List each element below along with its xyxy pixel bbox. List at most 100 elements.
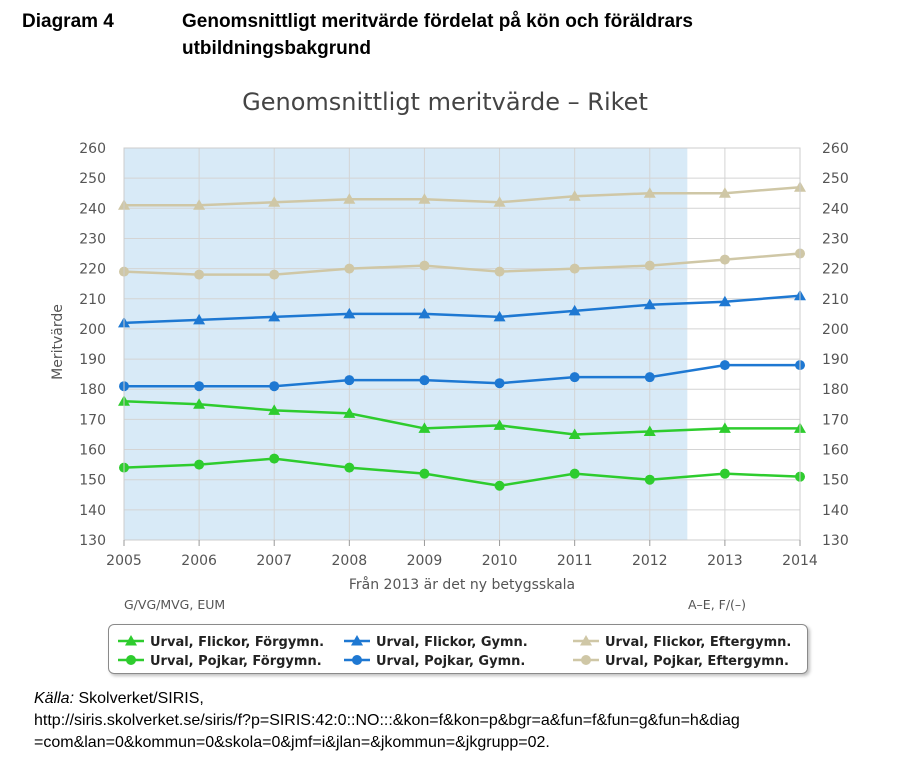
- source-url-line-2: =com&lan=0&kommun=0&skola=0&jmf=i&jlan=&…: [34, 734, 550, 751]
- y-tick-label-right: 230: [822, 231, 849, 247]
- data-point-s4: [644, 372, 655, 383]
- data-point-s5: [193, 199, 206, 210]
- x-tick-label: 2011: [557, 553, 593, 569]
- series-line-3: [123, 294, 801, 325]
- y-tick-label-left: 190: [79, 352, 106, 368]
- data-point-s2: [419, 468, 430, 479]
- y-tick-label-right: 170: [822, 412, 849, 428]
- x-tick-label: 2013: [707, 553, 743, 569]
- x-tick-label: 2005: [106, 553, 142, 569]
- legend-marker: [126, 655, 136, 665]
- data-point-s5: [718, 187, 731, 198]
- x-tick-label: 2010: [482, 553, 518, 569]
- legend-item-1: Urval, Flickor, Förgymn.: [118, 635, 324, 650]
- line-chart: 130 130 140 140 150 150 160 160 170 170 180 180 190 1…: [50, 88, 849, 669]
- series-line-2: [123, 457, 801, 487]
- y-tick-label-left: 210: [79, 292, 106, 308]
- y-tick-label-right: 190: [822, 352, 849, 368]
- data-point-s6: [644, 260, 655, 271]
- x-tick-label: 2014: [782, 553, 818, 569]
- data-point-s2: [269, 453, 280, 464]
- data-point-s5: [643, 187, 656, 198]
- y-tick-label-left: 220: [79, 262, 106, 278]
- y-tick-label-left: 200: [79, 322, 106, 338]
- y-tick-label-right: 150: [822, 473, 849, 489]
- y-tick-label-right: 140: [822, 503, 849, 519]
- data-point-s6: [719, 254, 730, 265]
- data-point-s2: [569, 468, 580, 479]
- data-point-s4: [569, 372, 580, 383]
- data-point-s5: [268, 196, 281, 207]
- data-point-s1: [268, 404, 281, 415]
- legend-label: Urval, Flickor, Förgymn.: [150, 635, 324, 650]
- legend-marker: [351, 635, 363, 646]
- data-point-s6: [494, 266, 505, 277]
- source-note: Källa: Skolverket/SIRIS, http://siris.sk…: [34, 688, 904, 754]
- y-tick-label-left: 260: [79, 141, 106, 157]
- data-point-s6: [344, 263, 355, 274]
- y-tick-label-right: 200: [822, 322, 849, 338]
- series-line-1: [123, 400, 800, 436]
- data-point-s4: [719, 360, 730, 371]
- y-tick-label-left: 130: [79, 533, 106, 549]
- series-line-6: [123, 252, 801, 276]
- legend-box: [108, 624, 808, 674]
- data-point-s1: [643, 425, 656, 436]
- data-point-s4: [419, 375, 430, 386]
- y-tick-label-right: 210: [822, 292, 849, 308]
- data-point-s5: [493, 196, 506, 207]
- y-tick-label-left: 150: [79, 473, 106, 489]
- data-point-s2: [644, 474, 655, 485]
- chart-title: Genomsnittligt meritvärde – Riket: [242, 88, 648, 116]
- y-tick-label-right: 240: [822, 201, 849, 217]
- data-point-s3: [718, 295, 731, 307]
- legend-label: Urval, Pojkar, Gymn.: [376, 654, 525, 669]
- y-tick-label-right: 260: [822, 141, 849, 157]
- data-point-s3: [418, 307, 431, 319]
- y-tick-label-right: 160: [822, 443, 849, 459]
- data-point-s6: [269, 269, 280, 280]
- series-line-4: [124, 363, 800, 388]
- data-point-s1: [418, 422, 431, 433]
- data-point-s1: [343, 407, 356, 418]
- data-point-s6: [419, 260, 430, 271]
- legend-label: Urval, Flickor, Gymn.: [376, 635, 528, 650]
- legend-marker: [581, 655, 591, 665]
- data-point-s3: [568, 304, 581, 316]
- legend-item-2: Urval, Pojkar, Förgymn.: [118, 654, 322, 669]
- source-label: Källa:: [34, 690, 75, 707]
- band-label-right: A–E, F/(–): [688, 597, 746, 612]
- y-tick-label-left: 240: [79, 201, 106, 217]
- data-point-s2: [344, 462, 355, 473]
- diagram-title: Genomsnittligt meritvärde fördelat på kö…: [182, 11, 693, 59]
- legend-label: Urval, Pojkar, Förgymn.: [150, 654, 322, 669]
- diagram-number: Diagram 4: [22, 11, 114, 32]
- data-point-s2: [194, 459, 205, 470]
- plot-border: [123, 147, 801, 541]
- y-tick-label-left: 140: [79, 503, 106, 519]
- x-tick-label: 2009: [407, 553, 443, 569]
- y-tick-label-right: 250: [822, 171, 849, 187]
- x-tick-label: 2008: [332, 553, 368, 569]
- data-point-s3: [493, 310, 506, 322]
- legend-item-3: Urval, Flickor, Gymn.: [344, 635, 528, 650]
- legend-item-4: Urval, Pojkar, Gymn.: [344, 654, 525, 669]
- data-point-s1: [718, 422, 731, 433]
- data-point-s2: [494, 480, 505, 491]
- data-point-s3: [343, 307, 356, 319]
- legend-item-6: Urval, Pojkar, Eftergymn.: [573, 654, 789, 669]
- legend-marker: [352, 655, 362, 665]
- y-tick-label-right: 180: [822, 382, 849, 398]
- y-tick-label-left: 170: [79, 412, 106, 428]
- legend-marker: [580, 635, 592, 646]
- data-point-s5: [418, 193, 431, 204]
- x-axis-label: Från 2013 är det ny betygsskala: [349, 576, 575, 593]
- source-url-line-1: http://siris.skolverket.se/siris/f?p=SIR…: [34, 712, 740, 729]
- legend-item-5: Urval, Flickor, Eftergymn.: [573, 635, 791, 650]
- legend-label: Urval, Pojkar, Eftergymn.: [605, 654, 789, 669]
- data-point-s6: [569, 263, 580, 274]
- x-tick-label: 2007: [256, 553, 292, 569]
- data-point-s4: [194, 381, 205, 392]
- data-point-s4: [494, 378, 505, 389]
- y-tick-label-right: 220: [822, 262, 849, 278]
